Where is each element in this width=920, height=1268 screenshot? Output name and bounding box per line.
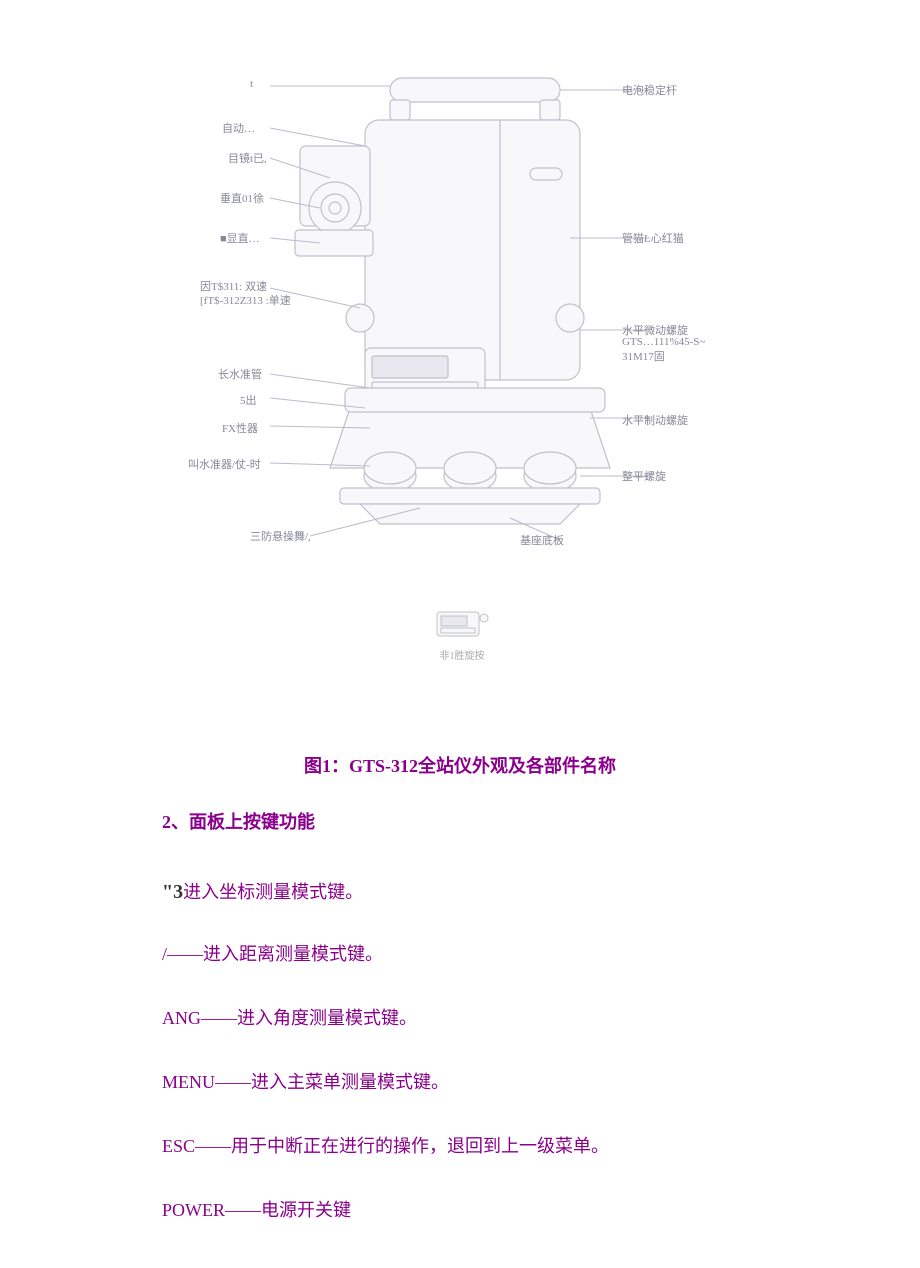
paragraph-1: "3进入坐标测量模式键。 <box>162 876 800 908</box>
total-station-diagram: t 自动… 目镜t已, 垂直01徐 ■显直… 因T$311: 双速 [fT$-3… <box>190 68 730 558</box>
label-l2: 自动… <box>222 120 255 136</box>
label-r5: 31M17固 <box>622 348 665 364</box>
small-icon-label: 非1胜旋按 <box>432 647 492 662</box>
label-r1: 电泡稳定杆 <box>622 82 677 98</box>
instrument-svg <box>190 68 730 558</box>
paragraph-6: POWER——电源开关键 <box>162 1196 800 1225</box>
label-l1: t <box>250 78 253 90</box>
paragraph-4: MENU——进入主菜单测量模式键。 <box>162 1068 800 1097</box>
label-r6: 水平制动螺旋 <box>622 412 688 428</box>
label-r2: 管猫L心红猫 <box>622 230 684 246</box>
paragraph-3: ANG——进入角度测量模式键。 <box>162 1004 800 1033</box>
label-l3: 目镜t已, <box>228 150 267 166</box>
paragraph-2: /——进入距离测量模式键。 <box>162 940 800 969</box>
section-heading: 2、面板上按键功能 <box>162 808 315 834</box>
label-l4: 垂直01徐 <box>220 190 264 206</box>
label-l8: 长水准管 <box>218 366 262 382</box>
p1-prefix: "3 <box>162 881 183 903</box>
label-r7: 整平螺旋 <box>622 468 666 484</box>
label-l7: [fT$-312Z313 :单速 <box>200 292 291 308</box>
label-l9: 5出 <box>240 392 257 408</box>
label-l11: 叫水准器/仗-时 <box>188 456 261 472</box>
paragraph-5: ESC——用于中断正在进行的操作，退回到上一级菜单。 <box>162 1132 800 1161</box>
label-l12: 三防悬操舞/, <box>250 528 311 544</box>
p1-text: 进入坐标测量模式键。 <box>183 882 363 902</box>
label-l10: FX性器 <box>222 420 258 436</box>
small-panel-icon: 非1胜旋按 <box>432 608 492 658</box>
label-r4: GTS…111%45-S~ <box>622 336 705 348</box>
figure-caption: 图1：GTS-312全站仪外观及各部件名称 <box>0 752 920 778</box>
label-b1: 基座底板 <box>520 532 564 548</box>
label-l5: ■显直… <box>220 230 260 246</box>
